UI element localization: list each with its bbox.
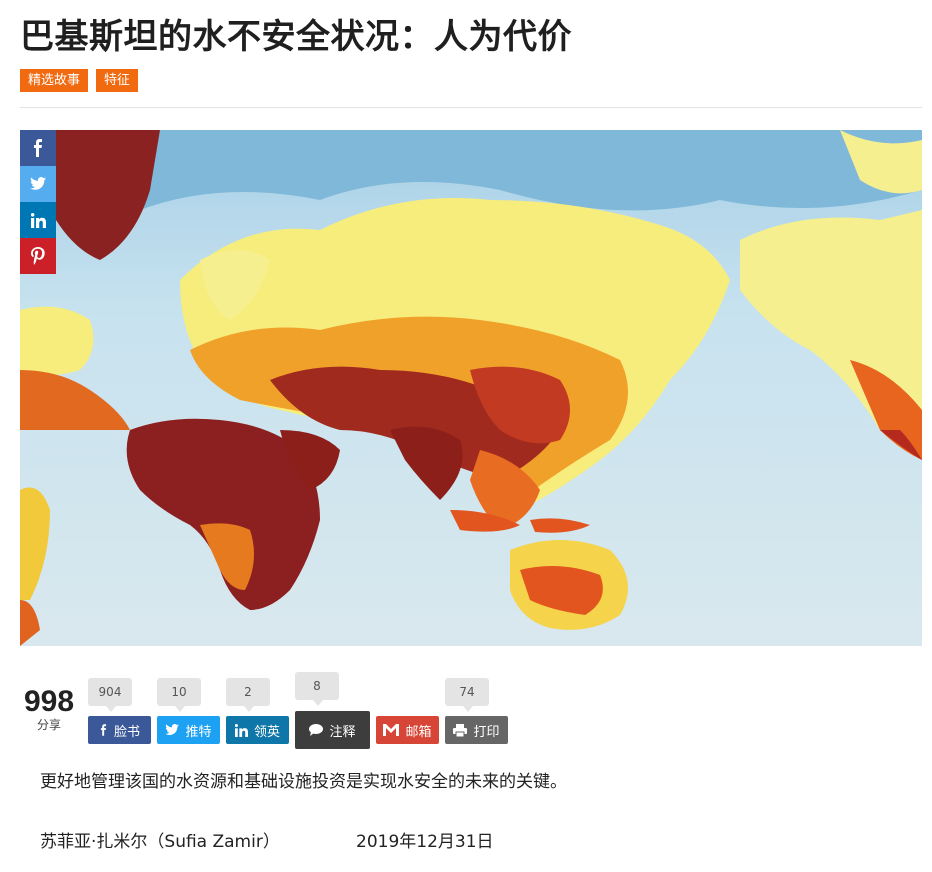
facebook-count-bubble: 904 [88, 678, 132, 712]
print-button[interactable]: 打印 [445, 716, 508, 744]
share-facebook-button[interactable]: 脸书 [88, 716, 151, 744]
share-twitter-label: 推特 [185, 724, 212, 740]
tag-feature[interactable]: 特征 [96, 69, 139, 92]
print-icon [453, 723, 468, 737]
share-twitter-button[interactable]: 推特 [157, 716, 220, 744]
article-author[interactable]: 苏菲亚·扎米尔（Sufia Zamir） [40, 832, 280, 852]
comment-button[interactable]: 注释 [295, 711, 370, 749]
water-stress-world-map [20, 130, 922, 646]
share-count: 998 分享 [18, 685, 80, 733]
linkedin-count-bubble: 2 [226, 678, 270, 712]
linkedin-icon [30, 212, 46, 228]
twitter-icon [30, 177, 46, 190]
comment-label: 注释 [329, 724, 356, 740]
mail-icon [383, 724, 400, 736]
print-count-bubble: 74 [445, 678, 489, 712]
share-email-label: 邮箱 [405, 724, 432, 740]
article-lead: 更好地管理该国的水资源和基础设施投资是实现水安全的未来的关键。 [40, 772, 567, 792]
share-linkedin-button[interactable]: 领英 [226, 716, 289, 744]
article-date: 2019年12月31日 [356, 832, 494, 852]
pinterest-icon [31, 247, 45, 265]
share-email-button[interactable]: 邮箱 [376, 716, 439, 744]
twitter-icon [165, 724, 180, 735]
title-divider [20, 107, 922, 108]
side-share-facebook[interactable] [20, 130, 56, 166]
comment-icon [309, 724, 324, 736]
print-label: 打印 [473, 724, 500, 740]
facebook-icon [34, 139, 42, 157]
share-count-label: 分享 [36, 718, 61, 732]
tag-list: 精选故事 特征 [20, 69, 139, 92]
article-title: 巴基斯坦的水不安全状况：人为代价 [20, 17, 572, 57]
twitter-count-bubble: 10 [157, 678, 201, 712]
share-count-number: 998 [23, 685, 75, 718]
side-share-bar [20, 130, 56, 274]
comment-count-bubble: 8 [295, 672, 339, 706]
tag-featured-story[interactable]: 精选故事 [20, 69, 89, 92]
share-facebook-label: 脸书 [113, 724, 140, 740]
linkedin-icon [234, 723, 248, 737]
side-share-twitter[interactable] [20, 166, 56, 202]
facebook-icon [100, 724, 107, 736]
side-share-pinterest[interactable] [20, 238, 56, 274]
share-linkedin-label: 领英 [253, 724, 280, 740]
side-share-linkedin[interactable] [20, 202, 56, 238]
